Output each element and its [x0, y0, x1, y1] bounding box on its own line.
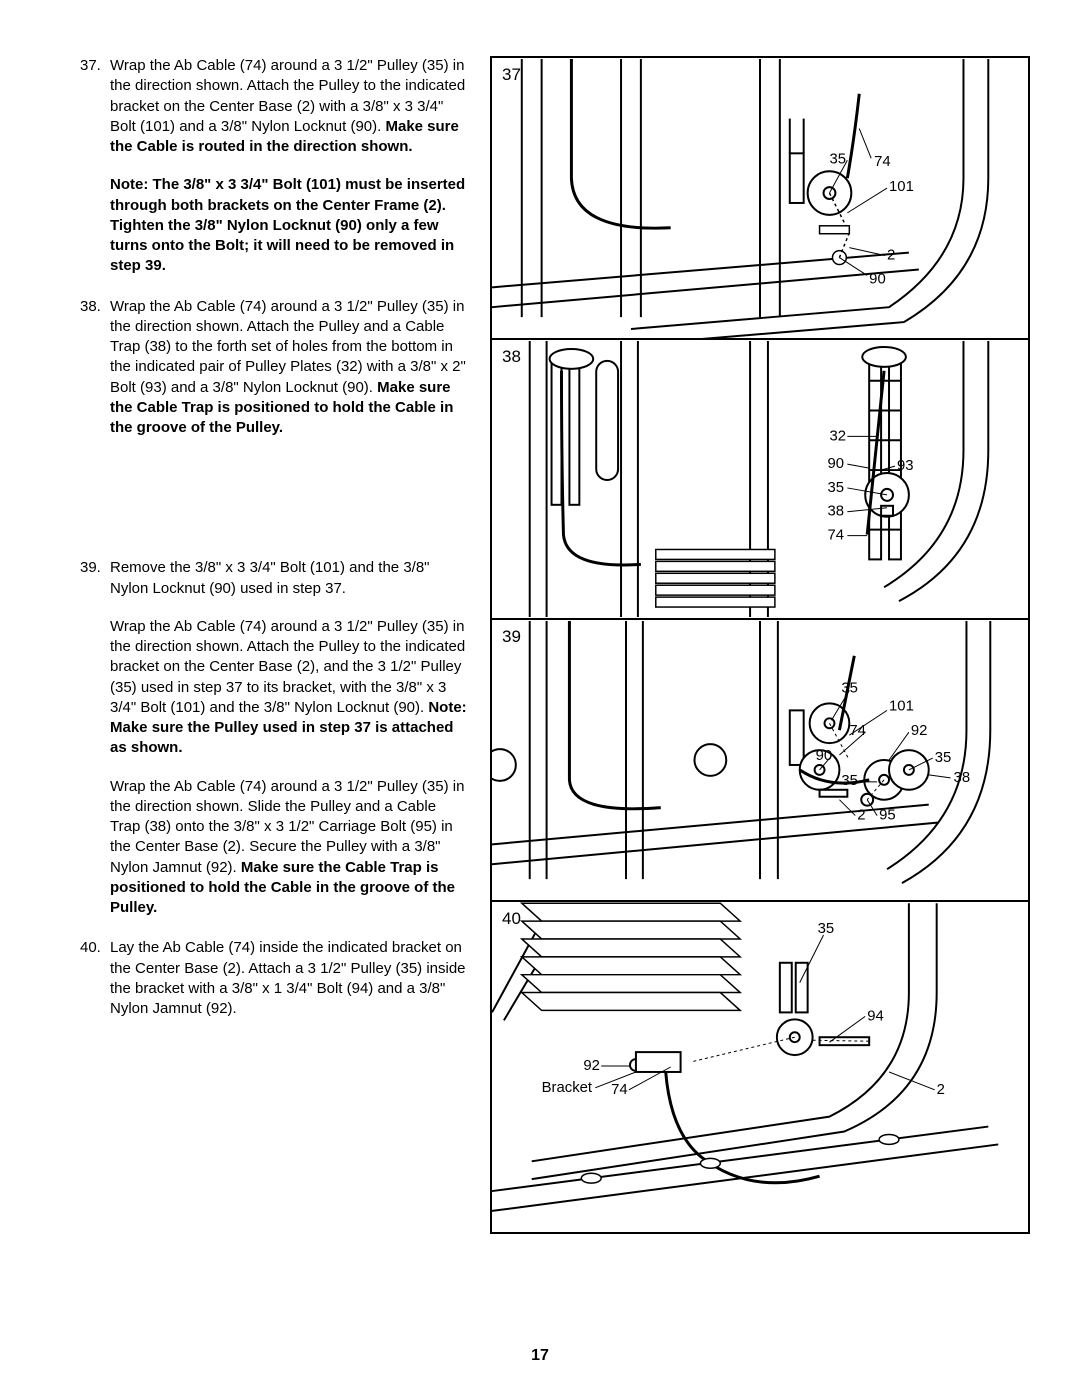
- step-item: 38. Wrap the Ab Cable (74) around a 3 1/2…: [80, 297, 470, 439]
- diagram-panel-38: 38: [492, 340, 1028, 620]
- callout-label: 101: [889, 698, 914, 714]
- text-run: Wrap the Ab Cable (74) around a 3 1/2" P…: [110, 618, 465, 716]
- step-item: 39. Remove the 3/8" x 3 3/4" Bolt (101) a…: [80, 558, 470, 918]
- manual-page: 37. Wrap the Ab Cable (74) around a 3 1/2…: [0, 0, 1080, 1397]
- callout-label: 2: [857, 808, 865, 824]
- diagram-37-svg: 35 74 101 290: [492, 58, 1028, 338]
- callout-label: 35: [829, 151, 846, 167]
- leader-line: [847, 188, 887, 213]
- callout-label: 35: [818, 921, 835, 937]
- step-number: 39.: [80, 558, 101, 578]
- text-run: Lay the Ab Cable (74) inside the indicat…: [110, 939, 466, 1017]
- callout-label: 92: [583, 1058, 600, 1074]
- step-paragraph: Note: The 3/8" x 3 3/4" Bolt (101) must …: [110, 175, 470, 276]
- step-paragraph: Lay the Ab Cable (74) inside the indicat…: [110, 938, 470, 1019]
- callout-label: 95: [879, 808, 896, 824]
- step-number: 37.: [80, 56, 101, 76]
- diagram-panel-37: 37: [492, 58, 1028, 340]
- diagram-panel-40: 40: [492, 902, 1028, 1232]
- callout-label: 74: [827, 528, 844, 544]
- step-item: 40. Lay the Ab Cable (74) inside the indi…: [80, 938, 470, 1019]
- callout-label: 74: [849, 723, 866, 739]
- step-paragraph: Wrap the Ab Cable (74) around a 3 1/2" P…: [110, 617, 470, 759]
- diagram-panels: 37: [490, 56, 1030, 1234]
- diagram-panel-39: 39: [492, 620, 1028, 902]
- leader-line: [800, 935, 824, 983]
- step-paragraph: Remove the 3/8" x 3 3/4" Bolt (101) and …: [110, 558, 470, 599]
- callout-label: 38: [954, 770, 971, 786]
- callout-label: 90: [827, 456, 844, 472]
- steps-list: 37. Wrap the Ab Cable (74) around a 3 1/2…: [80, 56, 470, 1019]
- diagram-column: 37: [490, 56, 1030, 1357]
- leader-line: [839, 258, 867, 276]
- diagram-40-svg: 35 94 92 Bracket 74 2: [492, 902, 1028, 1232]
- leader-line: [859, 129, 871, 159]
- step-paragraph: Wrap the Ab Cable (74) around a 3 1/2" P…: [110, 777, 470, 919]
- callout-label: 74: [611, 1082, 628, 1098]
- callout-label: 35: [935, 750, 952, 766]
- leader-line: [847, 464, 869, 468]
- spacing: [80, 458, 470, 558]
- diagram-38-svg: 32 90 93 35 38 74: [492, 340, 1028, 618]
- callout-label: 101: [889, 179, 914, 195]
- callout-label: 2: [937, 1082, 945, 1098]
- callout-label: 35: [841, 773, 858, 789]
- diagram-39-svg: 35101749290353835952: [492, 620, 1028, 900]
- callout-label: 35: [841, 681, 858, 697]
- instructions-column: 37. Wrap the Ab Cable (74) around a 3 1/2…: [40, 56, 480, 1357]
- step-paragraph: Wrap the Ab Cable (74) around a 3 1/2" P…: [110, 56, 470, 157]
- leader-line: [929, 775, 951, 778]
- leader-line: [849, 248, 885, 256]
- callout-label: 32: [829, 428, 846, 444]
- callout-label: 90: [816, 748, 833, 764]
- callout-label: 74: [874, 154, 891, 170]
- callout-label: 92: [911, 723, 928, 739]
- step-number: 40.: [80, 938, 101, 958]
- page-number: 17: [0, 1345, 1080, 1367]
- step-paragraph: Wrap the Ab Cable (74) around a 3 1/2" P…: [110, 297, 470, 439]
- leader-line: [889, 1072, 935, 1090]
- callout-label: 93: [897, 458, 914, 474]
- callout-label: 94: [867, 1008, 884, 1024]
- callout-label: 38: [827, 504, 844, 520]
- callout-label: 2: [887, 248, 895, 264]
- text-run: Remove the 3/8" x 3 3/4" Bolt (101) and …: [110, 559, 430, 596]
- callout-label: 35: [827, 480, 844, 496]
- step-item: 37. Wrap the Ab Cable (74) around a 3 1/2…: [80, 56, 470, 277]
- text-run: Note: The 3/8" x 3 3/4" Bolt (101) must …: [110, 176, 465, 274]
- callout-label: Bracket: [542, 1080, 593, 1096]
- callout-label: 90: [869, 271, 886, 287]
- step-number: 38.: [80, 297, 101, 317]
